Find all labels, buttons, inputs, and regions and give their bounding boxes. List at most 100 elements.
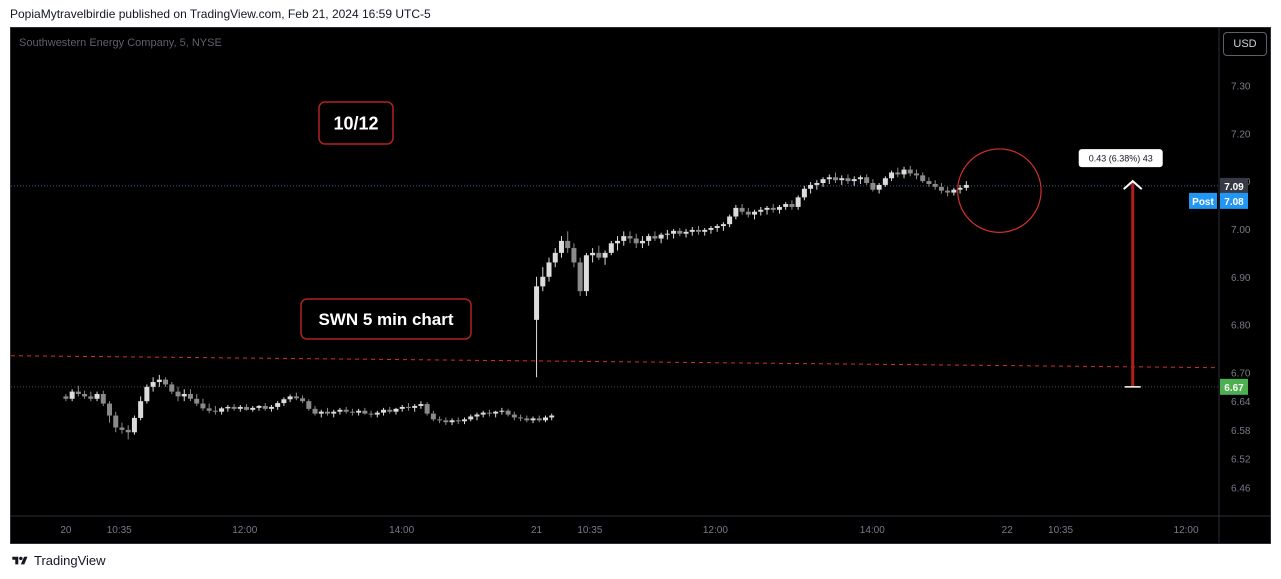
candle-body xyxy=(627,236,633,239)
candle-body xyxy=(399,406,405,409)
candle-body xyxy=(671,230,677,234)
candle-body xyxy=(864,177,870,184)
candle-body xyxy=(206,408,212,411)
candle-body xyxy=(851,179,857,182)
candle-body xyxy=(733,207,739,217)
candle-body xyxy=(131,417,137,433)
candle-body xyxy=(113,415,119,428)
candle-body xyxy=(94,394,100,399)
candle-body xyxy=(187,394,193,399)
x-tick-label: 10:35 xyxy=(107,525,132,536)
candle-body xyxy=(181,394,187,397)
candle-body xyxy=(107,403,113,416)
candle-body xyxy=(275,403,281,407)
candle-body xyxy=(920,175,926,182)
candle-body xyxy=(119,427,125,430)
candle-body xyxy=(770,207,776,210)
candle-body xyxy=(857,177,863,180)
currency-button[interactable]: USD xyxy=(1223,32,1267,56)
candle-body xyxy=(951,189,957,193)
x-tick-label: 12:00 xyxy=(1174,525,1199,536)
y-tick-label: 6.64 xyxy=(1231,397,1251,408)
tradingview-brand[interactable]: TradingView xyxy=(10,553,106,568)
candle-body xyxy=(237,406,243,409)
candle-body xyxy=(783,204,789,207)
candle-body xyxy=(652,236,658,239)
x-tick-label: 21 xyxy=(531,525,543,536)
candle-body xyxy=(913,173,919,176)
candle-body xyxy=(524,418,530,421)
candle-body xyxy=(758,209,764,212)
candle-body xyxy=(480,412,486,415)
candle-body xyxy=(683,231,689,234)
candle-body xyxy=(571,248,577,263)
candle-body xyxy=(839,178,845,181)
y-tick-label: 6.46 xyxy=(1231,483,1251,494)
candle-body xyxy=(393,408,399,412)
y-tick-label: 7.30 xyxy=(1231,81,1251,92)
candle-body xyxy=(621,236,627,241)
candle-body xyxy=(608,243,614,253)
candle-body xyxy=(745,211,751,215)
dashed-trendline xyxy=(11,355,1220,369)
publisher-header: PopiaMytravelbirdie published on Trading… xyxy=(10,7,431,21)
candle-body xyxy=(100,394,106,404)
candle-body xyxy=(876,184,882,190)
candle-body xyxy=(895,172,901,175)
candle-body xyxy=(511,414,517,418)
candle-body xyxy=(565,240,571,249)
candle-body xyxy=(814,183,820,185)
post-tag-badge-bg xyxy=(1189,192,1217,209)
candle-body xyxy=(505,410,511,415)
candle-body xyxy=(449,420,455,423)
candle-body xyxy=(870,183,876,190)
candle-body xyxy=(536,418,542,421)
candle-body xyxy=(69,391,75,399)
candle-body xyxy=(820,179,826,184)
chart-title: Southwestern Energy Company, 5, NYSE xyxy=(19,37,222,49)
candle-body xyxy=(583,255,589,292)
y-tick-label: 6.80 xyxy=(1231,321,1251,332)
candle-body xyxy=(518,417,524,419)
support-price-badge-bg xyxy=(1220,378,1248,395)
candle-body xyxy=(602,252,608,258)
candle-body xyxy=(639,240,645,244)
candle-body xyxy=(455,420,461,422)
candle-body xyxy=(362,410,368,414)
y-tick-label: 6.70 xyxy=(1231,368,1251,379)
x-tick-label: 10:35 xyxy=(577,525,602,536)
candle-body xyxy=(150,382,156,387)
chart-panel[interactable]: Southwestern Energy Company, 5, NYSE7.40… xyxy=(10,27,1271,544)
candle-body xyxy=(695,229,701,232)
candle-body xyxy=(424,404,430,414)
y-tick-label: 7.20 xyxy=(1231,129,1251,140)
candle-body xyxy=(926,181,932,184)
candle-body xyxy=(615,240,621,244)
candle-body xyxy=(175,391,181,397)
candle-body xyxy=(558,240,564,253)
candle-body xyxy=(932,183,938,187)
candle-body xyxy=(826,177,832,180)
candle-body xyxy=(530,418,536,421)
y-tick-label: 6.90 xyxy=(1231,273,1251,284)
chart-label-annotation-box xyxy=(300,298,472,340)
candle-body xyxy=(169,384,175,392)
candle-body xyxy=(200,403,206,409)
candle-body xyxy=(337,409,343,412)
candle-body xyxy=(212,410,218,412)
candle-body xyxy=(356,410,362,413)
chart-background xyxy=(11,28,1270,543)
candle-body xyxy=(938,186,944,191)
candlestick-chart[interactable]: Southwestern Energy Company, 5, NYSE7.40… xyxy=(11,28,1270,543)
candle-body xyxy=(300,398,306,402)
candle-body xyxy=(281,399,287,404)
candle-body xyxy=(430,413,436,420)
candle-body xyxy=(63,396,69,399)
candle-body xyxy=(312,408,318,414)
candle-body xyxy=(486,412,492,414)
candle-body xyxy=(268,406,274,409)
candle-body xyxy=(405,406,411,408)
candle-body xyxy=(493,411,499,414)
candle-body xyxy=(549,415,555,418)
chart-label-annotation-text: SWN 5 min chart xyxy=(318,310,453,329)
